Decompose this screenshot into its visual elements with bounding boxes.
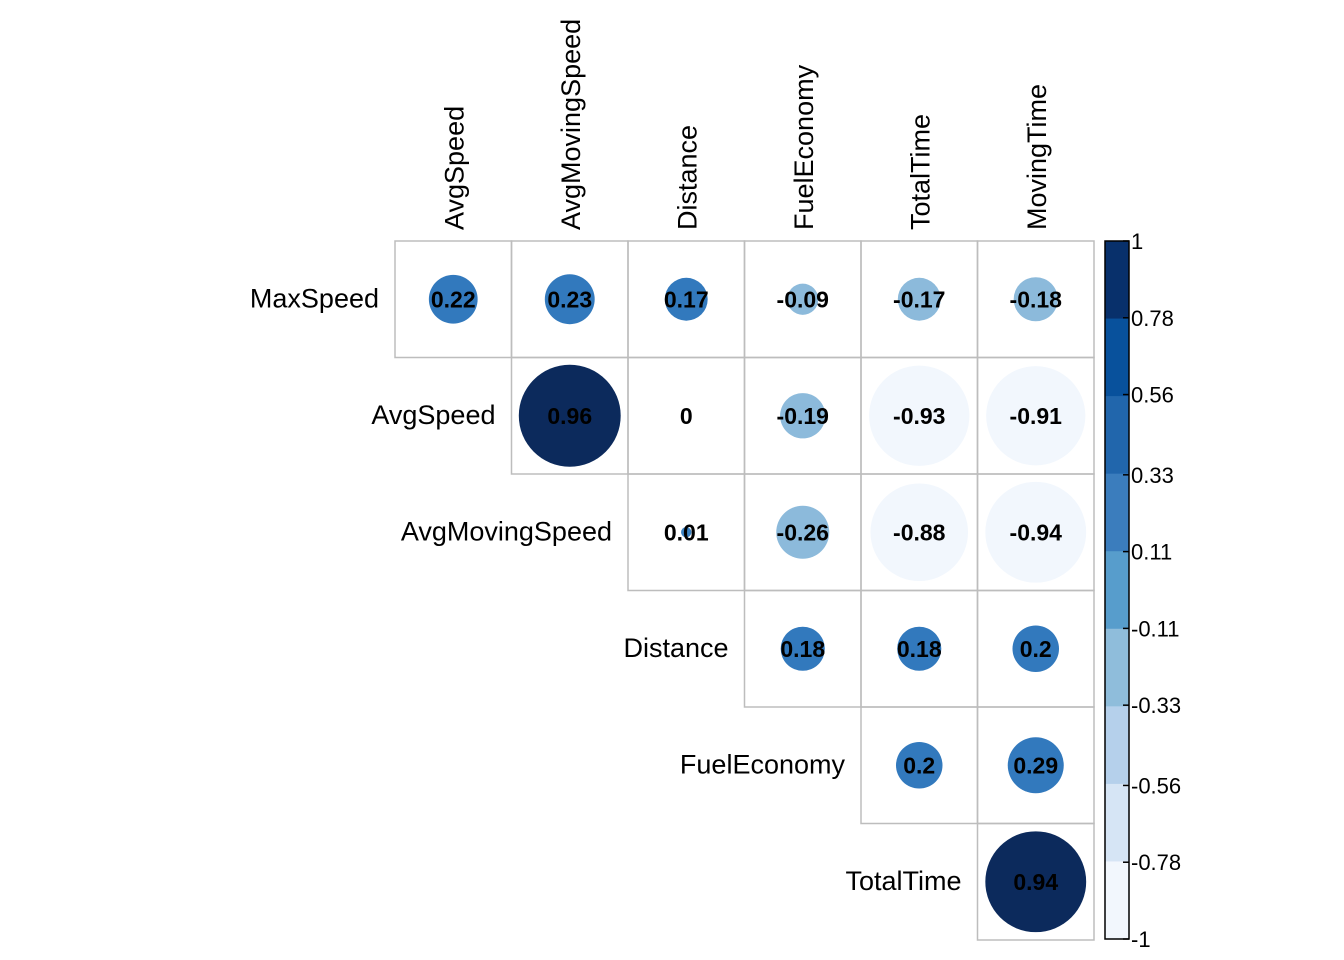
correlation-value-label: 0.29 (1013, 752, 1058, 778)
correlation-value-label: 0.2 (903, 752, 935, 778)
correlation-circle (787, 283, 819, 315)
correlation-circle (1012, 625, 1060, 673)
correlation-circle (681, 527, 692, 538)
correlation-circle (895, 741, 943, 789)
colorbar-tick-label: -1 (1131, 927, 1151, 952)
colorbar-border (1104, 240, 1130, 940)
colorbar-segment (1105, 473, 1129, 552)
column-label: FuelEconomy (789, 64, 819, 230)
correlation-circle (1007, 737, 1064, 794)
colorbar-segment (1105, 783, 1129, 862)
circle-layer (428, 274, 1087, 933)
colorbar-segment (1105, 318, 1129, 397)
colorbar-tick-label: -0.78 (1131, 850, 1181, 875)
correlation-value-label: -0.94 (1010, 519, 1063, 545)
colorbar-tick-label: -0.56 (1131, 773, 1181, 798)
colorbar-tick-label: 0.33 (1131, 463, 1174, 488)
column-label: Distance (672, 125, 702, 230)
colorbar-tick-label: 0.56 (1131, 383, 1174, 408)
colorbar-segment (1105, 706, 1129, 785)
colorbar-tick-label: 0.11 (1131, 540, 1172, 565)
grid-layer (394, 240, 1095, 941)
correlation-circle (869, 365, 970, 466)
column-label: TotalTime (905, 114, 935, 230)
correlation-circle (428, 274, 478, 324)
row-label: FuelEconomy (680, 749, 846, 779)
correlation-value-label: -0.17 (893, 286, 945, 312)
correlation-circle (870, 483, 969, 582)
correlation-value-label: 0.18 (780, 636, 825, 662)
correlation-value-label: -0.91 (1010, 403, 1063, 429)
value-label-layer: 0.22 0.23 0.17 -0.09 -0.17 -0.18 0.96 0 -0.19 -0.… (431, 286, 1062, 895)
column-label: MovingTime (1022, 84, 1052, 230)
correlation-value-label: 0.96 (547, 403, 592, 429)
correlation-value-label: -0.18 (1010, 286, 1063, 312)
correlation-value-label: 0.01 (664, 519, 709, 545)
correlation-circle (985, 831, 1087, 933)
colorbar: 1 0.78 0.56 0.33 0.11 -0.11 -0.33 -0.56 -0.78 -1 (1104, 229, 1181, 952)
correlation-circle (1013, 277, 1058, 322)
correlation-value-label: -0.88 (893, 519, 946, 545)
correlation-circle (897, 277, 941, 321)
row-label: MaxSpeed (250, 283, 379, 313)
correlation-value-label: 0.17 (664, 286, 709, 312)
colorbar-tick-label: 1 (1131, 229, 1143, 254)
cell-border (976, 822, 1095, 941)
correlation-circle (780, 626, 825, 671)
colorbar-segment (1105, 551, 1129, 630)
correlation-circle (780, 393, 826, 439)
correlation-value-label: -0.93 (893, 403, 945, 429)
correlation-value-label: 0.23 (547, 286, 592, 312)
colorbar-tick-label: 0.78 (1131, 306, 1174, 331)
correlation-circle (664, 277, 708, 321)
row-label: Distance (623, 633, 728, 663)
correlation-value-label: 0.18 (897, 636, 942, 662)
correlation-circle (776, 505, 830, 559)
colorbar-segment (1105, 628, 1129, 707)
correlation-value-label: 0 (680, 403, 693, 429)
colorbar-tick-label: -0.11 (1131, 616, 1180, 641)
correlation-value-label: 0.22 (431, 286, 476, 312)
correlation-circle (544, 274, 595, 325)
column-label: AvgMovingSpeed (556, 19, 586, 230)
correlation-circle (518, 364, 621, 467)
row-label: AvgSpeed (371, 400, 495, 430)
row-label: AvgMovingSpeed (401, 516, 612, 546)
colorbar-tick-label: -0.33 (1131, 693, 1181, 718)
row-label: TotalTime (845, 866, 961, 896)
colorbar-segment (1105, 396, 1129, 475)
correlation-value-label: 0.94 (1013, 869, 1058, 895)
correlation-circle (897, 626, 942, 671)
correlation-value-label: -0.09 (777, 286, 829, 312)
correlation-circle (986, 366, 1086, 466)
colorbar-segment (1105, 861, 1129, 940)
correlation-circle (985, 481, 1087, 583)
correlation-value-label: -0.19 (777, 403, 829, 429)
column-label-layer: AvgSpeed AvgMovingSpeed Distance FuelEconom… (439, 19, 1052, 230)
correlation-value-label: -0.26 (777, 519, 829, 545)
correlation-value-label: 0.2 (1020, 636, 1052, 662)
row-label-layer: MaxSpeed AvgSpeed AvgMovingSpeed Distance Fu… (250, 283, 962, 896)
colorbar-segment (1105, 241, 1129, 320)
column-label: AvgSpeed (439, 106, 469, 230)
